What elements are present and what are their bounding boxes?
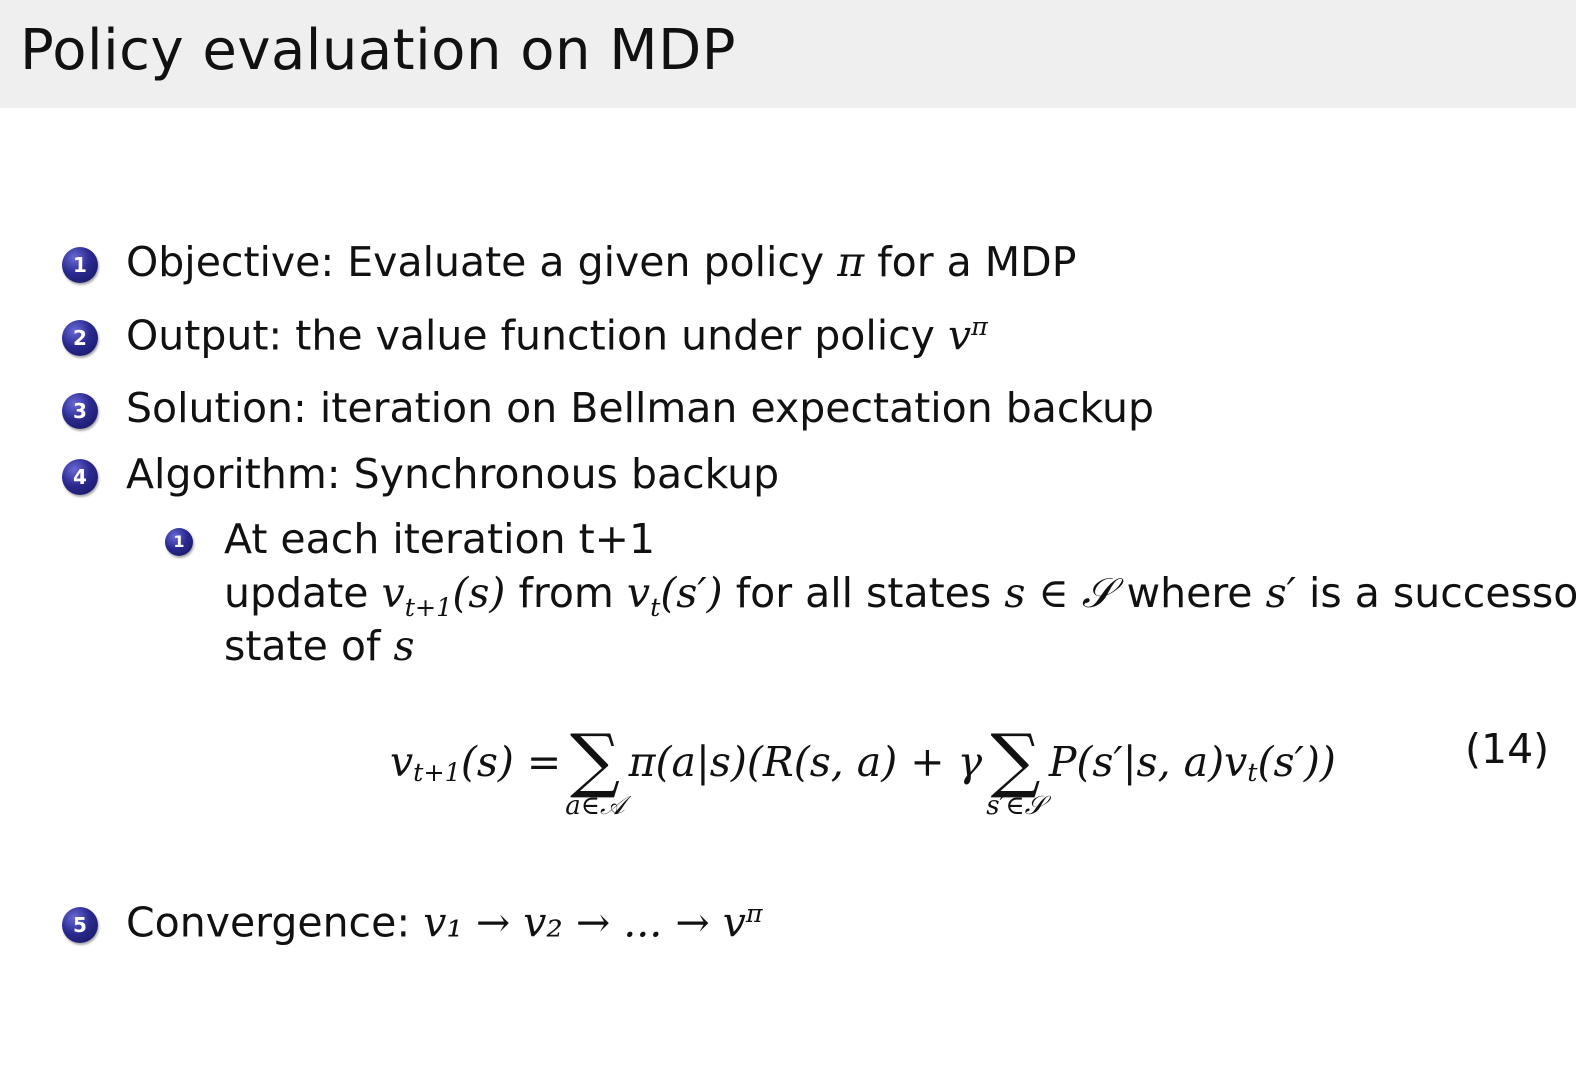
bullet-number-icon: 3 (62, 393, 98, 429)
equation-number: (14) (1465, 725, 1550, 773)
sub-line-2: update vt+1(s) from vt(s′) for all state… (224, 569, 1576, 622)
summation-limit: s′∈𝒮 (986, 791, 1045, 821)
slide-title: Policy evaluation on MDP (20, 18, 736, 83)
item-label: Convergence: (126, 898, 411, 947)
math: (s) = (460, 737, 562, 786)
item-label: Algorithm: (126, 450, 341, 498)
math-sub: t+1 (413, 756, 461, 787)
item-text: Evaluate a given policy (347, 238, 825, 286)
sub-line-1: At each iteration t+1 (224, 515, 656, 563)
summation: ∑ a∈𝒜 (565, 719, 625, 822)
item-text: the value function under policy (295, 311, 935, 360)
math: π(a|s)(R(s, a) + γ (628, 737, 983, 786)
bellman-equation: v t+1 (s) = ∑ a∈𝒜 π(a|s)(R(s, a) + γ ∑ s′∈𝒮 … (390, 715, 1336, 821)
math-sub: t (1247, 756, 1258, 787)
text: is a successor (1308, 569, 1576, 617)
item-label: Objective: (126, 238, 335, 286)
item-text: iteration on Bellman expectation backup (319, 384, 1154, 432)
text: for all states (735, 569, 992, 617)
bullet-number-icon: 4 (62, 459, 98, 495)
bullet-number-icon: 2 (62, 320, 98, 356)
math-sub: t (650, 592, 661, 623)
math: P(s′|s, a)v (1048, 737, 1248, 786)
math: v (626, 569, 651, 617)
item-math: v (948, 311, 972, 360)
item-label: Solution: (126, 384, 307, 432)
bullet-number-icon: 5 (62, 907, 98, 943)
item-math: π (837, 238, 865, 286)
item-math-sup: π (971, 311, 988, 341)
text: from (518, 569, 614, 617)
math: (s′) (660, 569, 723, 617)
math: v (381, 569, 405, 617)
bullet-number-icon: 1 (62, 247, 98, 283)
sub-line-3: state of s (224, 622, 415, 670)
math: s′ (1265, 569, 1296, 617)
math: v (390, 737, 414, 786)
math-sub: t+1 (404, 592, 453, 623)
text: update (224, 569, 369, 617)
summation: ∑ s′∈𝒮 (986, 719, 1045, 822)
item-label: Output: (126, 311, 283, 360)
text: state of (224, 622, 381, 670)
title-bar: Policy evaluation on MDP (0, 0, 1576, 108)
item-text: for a MDP (877, 238, 1077, 286)
sigma-symbol: ∑ (569, 719, 620, 801)
math: s (393, 622, 415, 670)
item-math-sup: π (745, 898, 763, 928)
bullet-number-icon: 1 (165, 528, 193, 556)
text: where (1126, 569, 1253, 617)
item-math: v₁ → v₂ → ... → v (423, 898, 746, 947)
math: (s′)) (1257, 737, 1336, 786)
math: s ∈ 𝒮 (1004, 569, 1114, 617)
summation-limit: a∈𝒜 (565, 791, 625, 821)
math: (s) (452, 569, 506, 617)
item-text: Synchronous backup (353, 450, 780, 498)
sigma-symbol: ∑ (990, 719, 1041, 801)
